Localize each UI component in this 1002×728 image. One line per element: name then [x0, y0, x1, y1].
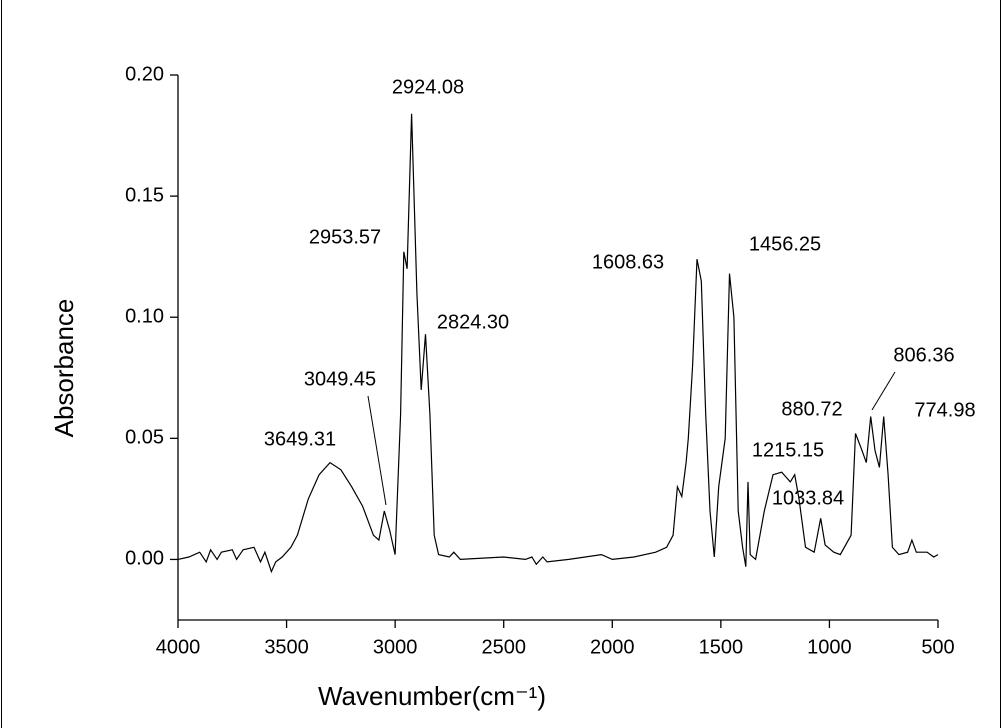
- peak-label: 806.36: [893, 344, 954, 366]
- y-tick-label: 0.00: [125, 548, 164, 570]
- leader-line: [367, 395, 387, 506]
- x-tick-label: 3500: [264, 636, 309, 658]
- leader-line: [871, 371, 896, 411]
- peak-label: 1608.63: [592, 251, 664, 273]
- y-tick-label: 0.05: [125, 427, 164, 449]
- x-tick-label: 2000: [590, 636, 635, 658]
- x-tick-label: 1500: [699, 636, 744, 658]
- peak-label: 3649.31: [264, 428, 336, 450]
- spectrum-line: [177, 113, 939, 574]
- peak-label: 1215.15: [752, 439, 824, 461]
- peak-label: 3049.45: [304, 368, 376, 390]
- x-tick-label: 3000: [373, 636, 418, 658]
- peak-label: 880.72: [781, 398, 842, 420]
- x-tick-label: 2500: [481, 636, 526, 658]
- x-tick-label: 500: [921, 636, 954, 658]
- x-tick-label: 4000: [156, 636, 201, 658]
- y-axis-label: Absorbance: [49, 299, 79, 438]
- y-tick-label: 0.10: [125, 306, 164, 328]
- peak-label: 2824.30: [437, 311, 509, 333]
- y-tick-label: 0.15: [125, 184, 164, 206]
- y-tick-label: 0.20: [125, 63, 164, 85]
- x-axis-label: Wavenumber(cm⁻¹): [318, 681, 546, 711]
- peak-label: 1033.84: [772, 487, 844, 509]
- peak-label: 2924.08: [392, 76, 464, 98]
- peak-label: 1456.25: [749, 233, 821, 255]
- x-tick-label: 1000: [807, 636, 852, 658]
- peak-label: 2953.57: [309, 226, 381, 248]
- peak-label: 774.98: [914, 399, 975, 421]
